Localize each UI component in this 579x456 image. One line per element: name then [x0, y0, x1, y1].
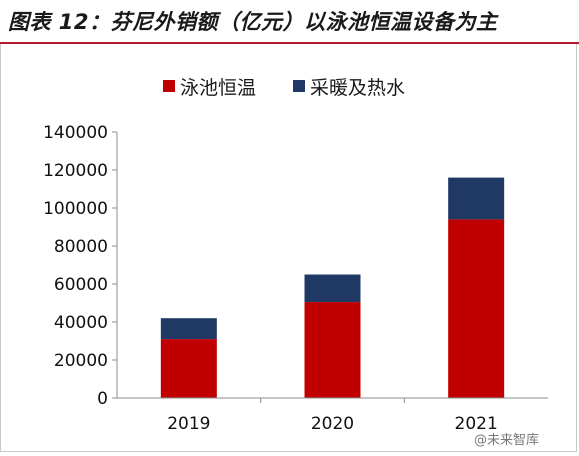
y-tick-label: 140000 [43, 123, 108, 143]
y-tick-label: 40000 [54, 313, 108, 333]
x-tick-label: 2021 [455, 414, 498, 434]
legend-label-1: 泳池恒温 [180, 77, 256, 99]
y-tick-label: 60000 [54, 275, 108, 295]
y-tick-label: 20000 [54, 351, 108, 371]
y-tick-label: 0 [97, 389, 108, 409]
x-tick-label: 2019 [167, 414, 210, 434]
bar-2021-series-1 [448, 219, 505, 398]
chart-title-bar: 图表 12：芬尼外销额（亿元）以泳池恒温设备为主 [0, 0, 579, 44]
watermark-text: @未来智库 [474, 432, 539, 448]
bar-2020-series-2 [304, 274, 361, 303]
legend: 泳池恒温 采暖及热水 [163, 77, 405, 99]
bar-2021-series-2 [448, 177, 505, 220]
legend-label-2: 采暖及热水 [310, 77, 405, 99]
y-tick-label: 120000 [43, 161, 108, 181]
y-axis: 0 20000 40000 60000 80000 100000 120000 140000 [43, 123, 118, 409]
y-tick-label: 100000 [43, 199, 108, 219]
bar-2020-series-1 [304, 302, 361, 398]
x-tick-label: 2020 [311, 414, 354, 434]
bar-2019-series-2 [160, 318, 217, 340]
x-axis: 2019 2020 2021 [117, 397, 548, 434]
bars [160, 177, 505, 398]
chart-frame [0, 44, 577, 452]
y-tick-label: 80000 [54, 237, 108, 257]
legend-swatch-1 [163, 80, 175, 92]
bar-2019-series-1 [160, 339, 217, 398]
chart-title: 图表 12：芬尼外销额（亿元）以泳池恒温设备为主 [8, 10, 498, 34]
legend-swatch-2 [293, 80, 305, 92]
